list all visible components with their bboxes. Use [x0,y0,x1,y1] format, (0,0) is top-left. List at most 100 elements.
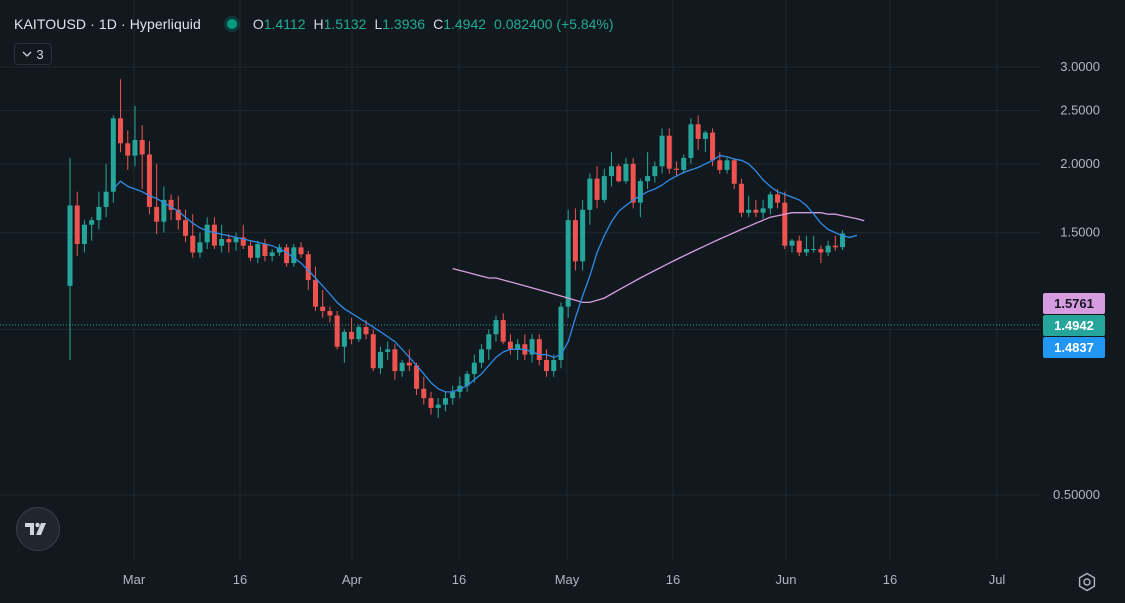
chart-legend: KAITOUSD · 1D · Hyperliquid O1.4112 H1.5… [14,13,614,35]
candle-body [796,240,802,253]
gear-icon[interactable] [1076,571,1098,593]
candle-up [789,239,795,253]
candle-down [594,166,600,209]
candle-up [623,157,629,184]
candle-body [110,118,116,192]
candle-down [738,178,744,218]
candle-down [673,161,679,177]
candle-down [312,266,318,312]
candle-down [796,235,802,256]
candle-body [681,157,687,170]
time-axis[interactable]: Mar 16 Apr 16 May 16 Jun 16 Jul [123,572,1006,587]
ma-fast-price-label: 1.4837 [1043,337,1105,358]
indicators-toggle-button[interactable]: 3 [14,43,52,65]
candle-up [587,173,593,225]
candle-body [717,160,723,170]
candle-body [269,252,275,256]
candle-up [197,232,203,258]
candle-down [349,317,355,345]
candle-body [811,249,817,251]
candle-up [110,115,116,203]
candle-up [132,105,138,167]
candle-body [630,163,636,203]
candle-body [67,205,73,286]
candle-body [565,220,571,307]
candle-body [211,224,217,246]
ma-fast-line [112,154,858,393]
candle-down [74,191,80,256]
candle-down [818,245,824,264]
time-tick-label: 16 [666,572,680,587]
candle-up [204,217,210,250]
candle-body [233,237,239,243]
candle-body [825,245,831,253]
price-tick-label: 2.5000 [1060,103,1100,118]
candle-body [435,404,441,408]
candle-down [327,306,333,323]
tradingview-logo-icon[interactable] [16,507,60,551]
candle-down [392,344,398,380]
candle-down [414,362,420,395]
candle-down [572,208,578,271]
candle-body [385,349,391,352]
candle-up [702,130,708,153]
candle-up [659,128,665,174]
candle-body [710,132,716,161]
candle-down [175,195,181,230]
candle-body [659,135,665,167]
candle-body [255,243,261,258]
candle-body [81,224,87,244]
candle-up [681,154,687,174]
candle-body [139,140,145,155]
chevron-down-icon [22,51,32,57]
candle-body [464,373,470,386]
candle-down [248,240,253,262]
candle-up [580,199,586,271]
candle-body [240,237,246,246]
candle-up [450,385,456,405]
ohlc-values: O1.4112 H1.5132 L1.3936 C1.4942 0.082400… [253,16,614,32]
candle-body [652,166,658,177]
chart-grid [0,0,1040,560]
candle-up [811,235,817,253]
candle-body [702,132,708,139]
candle-body [349,331,355,340]
market-status-icon[interactable] [226,19,237,29]
low-key: L [374,16,383,32]
candle-up [652,161,658,183]
candle-down [262,239,268,262]
candle-down [753,199,759,218]
candle-body [175,209,181,221]
candle-up [486,329,492,360]
candle-body [370,334,376,369]
open-value: 1.4112 [263,16,306,32]
candle-body [298,247,304,255]
candle-body [775,194,781,203]
candle-body [753,209,759,213]
candle-down [782,191,788,250]
candle-body [587,178,593,210]
candle-up [724,157,730,174]
candle-up [67,157,73,360]
candle-up [760,199,766,219]
candle-up [529,334,535,363]
candle-down [428,391,434,415]
candle-body [392,349,398,372]
candle-body [312,279,318,307]
candle-body [442,398,448,405]
candle-body [767,194,773,209]
candle-body [248,245,253,258]
candle-down [544,349,550,377]
price-tick-label: 1.5000 [1060,225,1100,240]
symbol-title[interactable]: KAITOUSD · 1D · Hyperliquid [14,16,201,32]
time-tick-label: 16 [452,572,466,587]
candle-up [219,224,225,253]
candle-body [695,124,701,139]
candle-body [168,199,174,210]
candle-body [428,398,434,408]
candle-up [637,178,643,218]
time-tick-label: May [555,572,580,587]
candle-body [572,220,578,262]
